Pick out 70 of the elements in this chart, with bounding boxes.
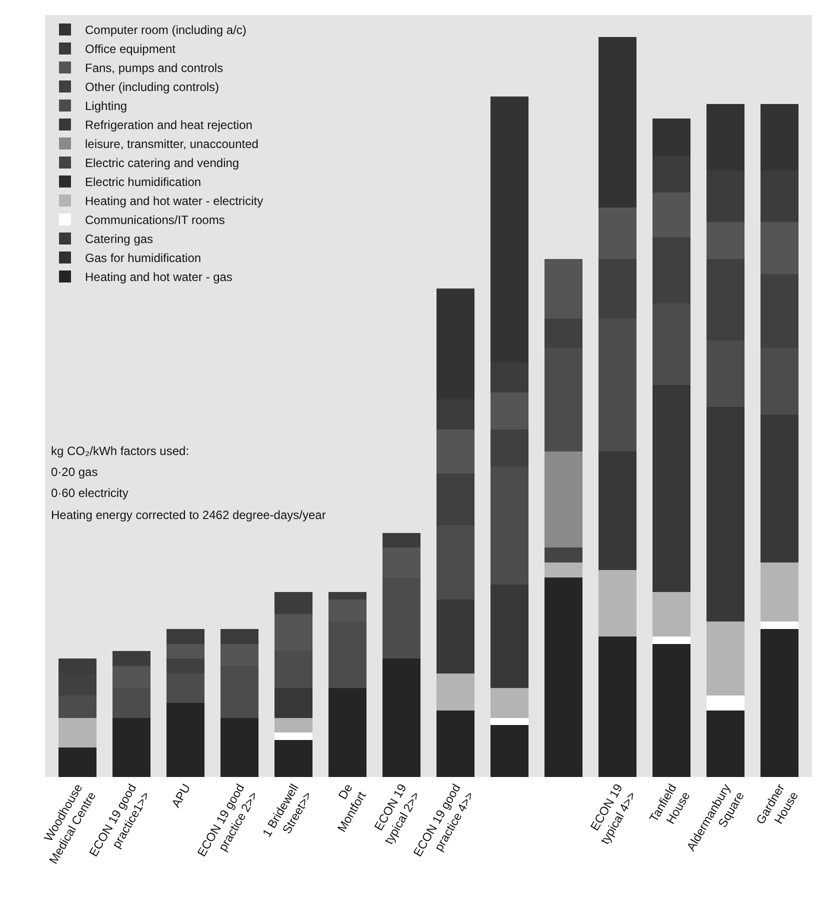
bar [760, 222, 798, 274]
bar [274, 718, 312, 733]
annotation: 0·20 gas [51, 465, 98, 479]
bar [706, 696, 744, 710]
bar [544, 451, 582, 548]
legend-label: Catering gas [85, 232, 154, 246]
bar [490, 392, 528, 430]
bar [706, 407, 744, 622]
bar [436, 599, 474, 674]
bar [274, 732, 312, 740]
bar [274, 592, 312, 614]
bar [706, 222, 744, 260]
bar [274, 740, 312, 777]
bar [652, 192, 690, 237]
bar [760, 562, 798, 622]
bar [706, 710, 744, 777]
bar [112, 718, 150, 777]
legend-label: Heating and hot water - gas [85, 270, 232, 284]
legend-label: Other (including controls) [85, 80, 220, 94]
bar [544, 562, 582, 578]
bar [436, 429, 474, 474]
legend-label: leisure, transmitter, unaccounted [85, 137, 258, 152]
bar [112, 651, 150, 666]
bar [436, 710, 474, 777]
annotation: kg CO₂/kWh factors used: [51, 444, 190, 458]
bar [382, 658, 420, 777]
bar [598, 37, 636, 208]
bar [760, 414, 798, 562]
bar [544, 259, 582, 318]
annotation: Heating energy corrected to 2462 degree-days/year [51, 508, 326, 522]
legend-label: Refrigeration and heat rejection [85, 118, 252, 132]
bar [58, 718, 96, 748]
bar [760, 622, 798, 630]
bar [544, 548, 582, 562]
bar [382, 532, 420, 548]
bar [274, 688, 312, 718]
legend-label: Fans, pumps and controls [85, 61, 224, 76]
bar [652, 644, 690, 777]
bar [652, 384, 690, 592]
bar [490, 725, 528, 777]
bar [220, 629, 258, 644]
annotation: 0·60 electricity [51, 486, 128, 500]
bar [706, 622, 744, 696]
legend-label: Gas for humidification [85, 251, 202, 266]
legend-label: Heating and hot water - electricity [85, 194, 264, 208]
bar [652, 636, 690, 644]
bar [598, 207, 636, 260]
legend-label: Computer room (including a/c) [85, 23, 246, 38]
bar [166, 629, 204, 644]
bar [598, 570, 636, 636]
legend-label: Office equipment [85, 42, 176, 56]
legend-label: Communications/IT rooms [85, 213, 225, 228]
legend-label: Electric catering and vending [85, 156, 240, 170]
bar [598, 451, 636, 570]
legend-label: Electric humidification [85, 175, 202, 190]
bar [760, 629, 798, 777]
bar [490, 688, 528, 718]
bar [58, 747, 96, 777]
bar [328, 688, 366, 777]
bar [490, 584, 528, 688]
bar [598, 636, 636, 777]
bar [652, 592, 690, 636]
legend-label: Lighting [85, 99, 128, 114]
bar [490, 718, 528, 726]
bar [166, 703, 204, 777]
bar [436, 673, 474, 710]
bar [166, 644, 204, 659]
bar [544, 577, 582, 777]
bar [328, 592, 366, 600]
bar [220, 718, 258, 777]
